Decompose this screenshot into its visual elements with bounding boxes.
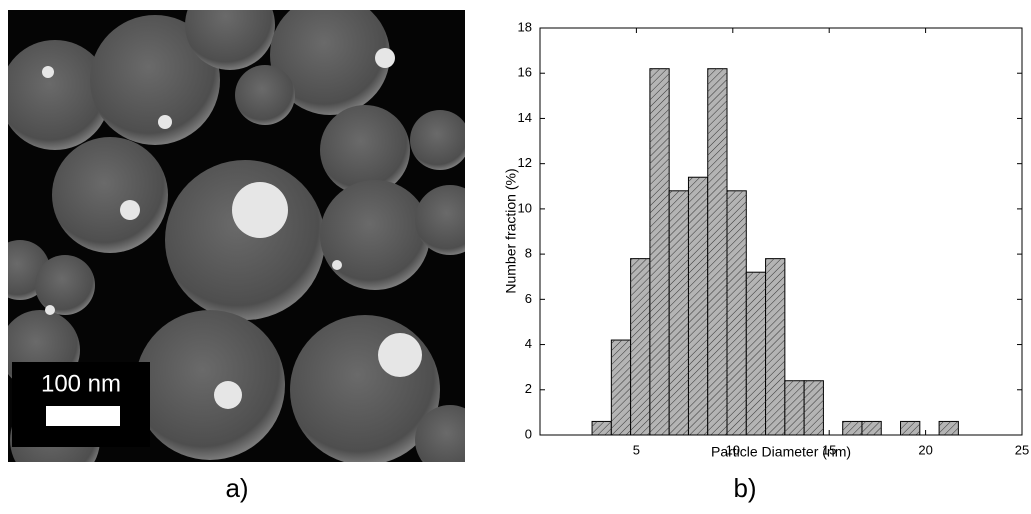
bar-hatch bbox=[630, 258, 650, 435]
bar-hatch bbox=[611, 340, 631, 435]
bar-hatch bbox=[707, 68, 728, 435]
y-tick-label: 6 bbox=[525, 291, 532, 306]
y-tick-label: 14 bbox=[518, 110, 532, 125]
panel-label: a) bbox=[225, 473, 248, 503]
y-tick-label: 8 bbox=[525, 246, 532, 261]
bar-hatch bbox=[900, 421, 920, 435]
bar-hatch bbox=[592, 421, 612, 435]
bar-hatch bbox=[669, 190, 689, 435]
x-tick-label: 5 bbox=[633, 442, 640, 457]
bar-hatch bbox=[765, 258, 785, 435]
bar-hatch bbox=[861, 421, 882, 435]
y-tick-label: 16 bbox=[518, 65, 532, 80]
y-tick-label: 0 bbox=[525, 426, 532, 441]
bar-hatch bbox=[939, 421, 959, 435]
micrograph: 100 nm bbox=[8, 10, 465, 462]
x-tick-label: 10 bbox=[726, 442, 740, 457]
x-tick-label: 15 bbox=[822, 442, 836, 457]
plot: 0 2 4 6 8 10 12 14 16 18 5 10 15 20 25 bbox=[518, 19, 1030, 457]
panel-label: b) bbox=[733, 473, 756, 503]
bar-hatch bbox=[688, 177, 708, 435]
x-tick-label: 20 bbox=[918, 442, 932, 457]
scale-bar bbox=[46, 406, 120, 426]
y-axis-title: Number fraction (%) bbox=[503, 168, 519, 293]
bar-hatch bbox=[727, 190, 747, 435]
y-tick-label: 4 bbox=[525, 336, 532, 351]
y-tick-label: 12 bbox=[518, 155, 532, 170]
y-tick-label: 2 bbox=[525, 381, 532, 396]
bar-hatch bbox=[842, 421, 862, 435]
bar-hatch bbox=[804, 380, 824, 435]
scale-bar-label: 100 nm bbox=[41, 370, 121, 397]
x-axis-title: Particle Diameter (nm) bbox=[711, 444, 851, 460]
y-tick-label: 10 bbox=[518, 200, 532, 215]
y-tick-label: 18 bbox=[518, 19, 532, 34]
bar-hatch bbox=[649, 68, 670, 435]
bar-hatch bbox=[784, 380, 805, 435]
plot-frame bbox=[539, 27, 1023, 436]
bar-hatch bbox=[746, 272, 766, 435]
x-tick-label: 25 bbox=[1015, 442, 1029, 457]
